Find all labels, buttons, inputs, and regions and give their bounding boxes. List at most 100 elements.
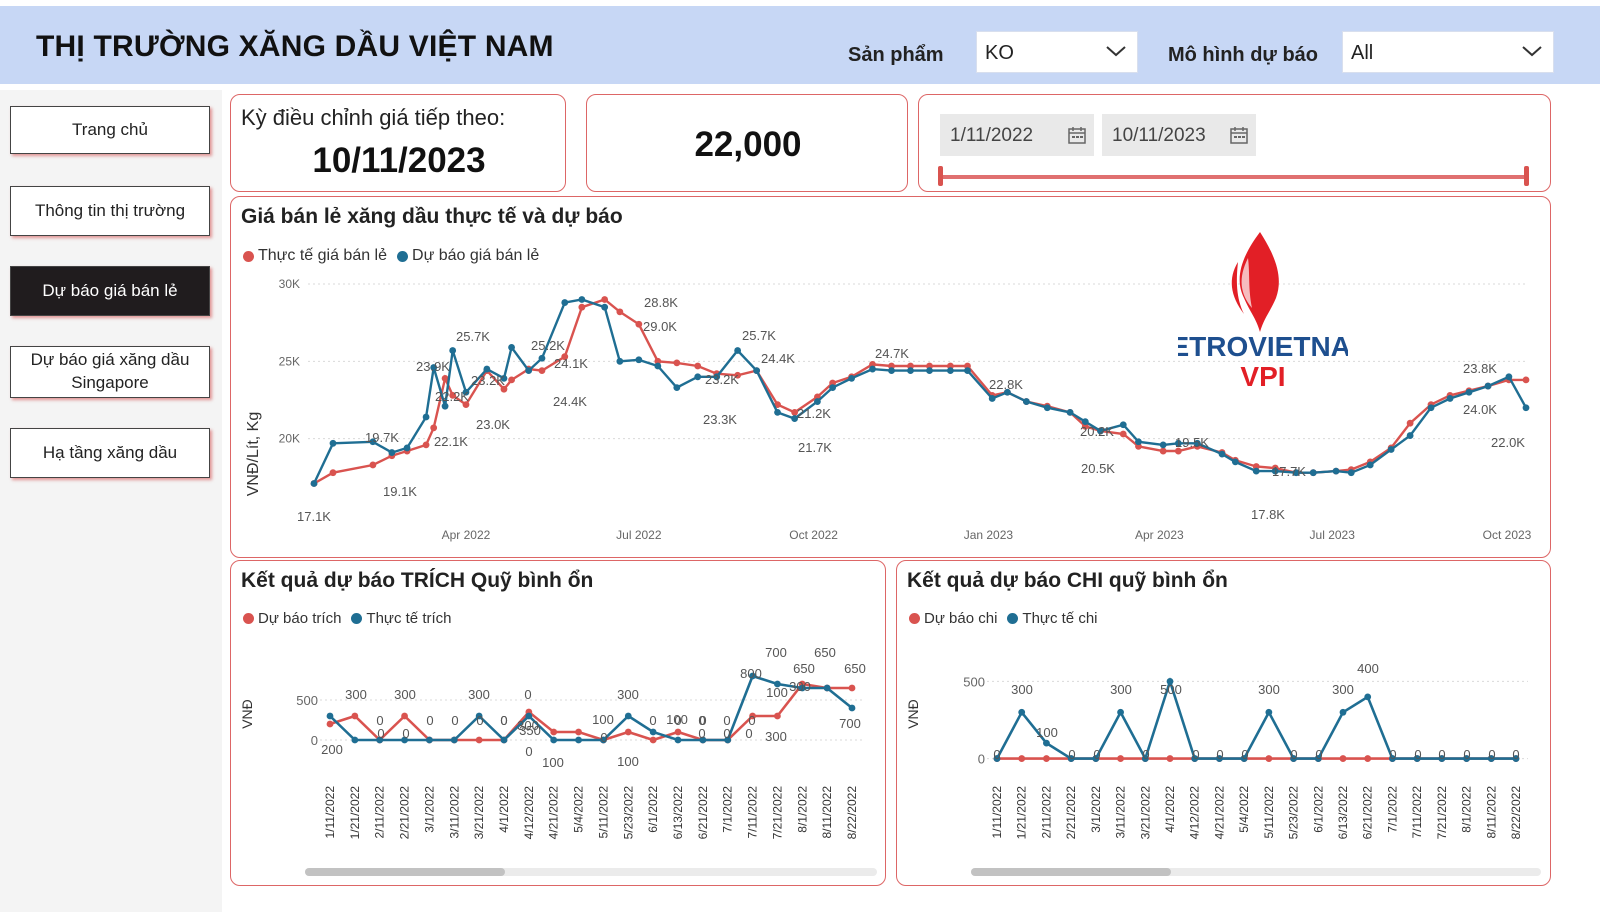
forecast-price-point [888,367,895,375]
data-label: 17.8K [1251,507,1285,522]
data-label: 20.2K [1080,424,1114,439]
date-range-slider-end-handle[interactable] [1524,166,1529,186]
chi-actual-point [1191,755,1199,762]
product-select[interactable]: KO [976,31,1138,73]
forecast-price-point [926,367,933,375]
chi-forecast-point [1166,755,1174,762]
forecast-price-point [1159,441,1167,449]
forecast-price-point [753,367,761,375]
trich-scrollbar-thumb[interactable] [305,868,505,876]
trich-actual-point [326,712,334,720]
nav-singapore-forecast[interactable]: Dự báo giá xăng dầu Singapore [10,346,210,398]
legend-chi-actual: Thực tế chi [1007,610,1098,627]
logo-sub: VPI [1240,361,1285,390]
x-tick-label: 1/21/2022 [348,786,362,840]
forecast-price-point [1484,382,1492,390]
chi-y-axis-label: VNĐ [905,699,921,729]
forecast-price-point [388,449,396,456]
data-label: 0 [500,713,507,728]
x-tick-label: 4/21/2022 [547,786,561,840]
data-label: 0 [748,713,755,728]
actual-price-point [774,401,781,409]
chi-legend: Dự báo chi Thực tế chi [909,610,1098,627]
forecast-price-point [1097,427,1104,435]
chi-actual-point [1092,755,1100,762]
date-range-slider-start-handle[interactable] [938,166,943,186]
nav-home[interactable]: Trang chủ [10,106,210,154]
forecast-price-point [946,367,954,375]
chi-actual-point [1240,755,1248,762]
data-label: 0 [600,730,607,745]
legend-trich-forecast: Dự báo trích [243,610,341,627]
data-label: 21.2K [797,406,831,421]
data-label: 25.2K [531,338,565,353]
chi-scrollbar-thumb[interactable] [971,868,1171,876]
chi-scrollbar[interactable] [971,868,1541,876]
x-tick-label: Oct 2022 [789,528,838,542]
model-select-value: All [1351,42,1374,64]
nav-infrastructure[interactable]: Hạ tầng xăng dầu [10,428,210,478]
forecast-price-point [1446,395,1454,402]
data-label: 17.7K [1272,464,1306,479]
nav-label: Thông tin thị trường [34,200,186,220]
start-date-input[interactable]: 1/11/2022 [940,114,1094,156]
data-label: 23.0K [476,417,510,432]
kpi-card: 22,000 [586,94,908,192]
actual-price-point [673,359,681,367]
data-label: 0 [1512,747,1519,762]
data-label: 300 [1110,682,1132,697]
x-tick-label: Jul 2022 [616,528,662,542]
forecast-price-point [1366,461,1374,469]
data-label: 0 [402,726,409,741]
x-tick-label: 5/11/2022 [596,786,610,839]
trich-actual-point [426,736,433,744]
data-label: 0 [426,713,433,728]
forecast-price-point [538,354,546,362]
chi-actual-point [1043,739,1050,747]
y-tick-label: 25K [279,354,300,368]
forecast-price-point [734,347,742,354]
data-label: 400 [1357,661,1379,676]
model-select[interactable]: All [1342,31,1554,73]
x-tick-label: 6/21/2022 [696,786,710,840]
forecast-price-point [1252,467,1260,475]
chevron-down-icon [1106,46,1126,57]
data-label: 17.1K [297,509,331,524]
data-label: 19.7K [365,430,399,445]
trich-actual-point [525,712,533,720]
forecast-price-point [1174,439,1182,447]
date-range-slider-track[interactable] [940,175,1528,179]
forecast-price-point [673,384,681,392]
data-label: 650 [814,645,836,660]
data-label: 19.5K [1175,435,1209,450]
chi-forecast-point [1043,755,1050,762]
data-label: 300 [617,687,639,702]
data-label: 100 [666,712,688,727]
forecast-price-point [1292,469,1300,477]
data-label: 28.8K [644,295,678,310]
next-adjustment-date: 10/11/2023 [312,141,486,180]
chi-actual-point [1438,755,1446,762]
x-tick-label: 7/11/2022 [746,786,760,839]
data-label: 300 [789,679,811,694]
actual-price-point [422,441,430,449]
actual-price-point [1406,419,1414,427]
x-tick-label: 5/4/2022 [1237,786,1251,833]
forecast-price-point [1427,404,1435,412]
chi-actual-point [1141,755,1149,762]
trich-actual-point [450,736,458,744]
legend-forecast: Dự báo giá bán lẻ [397,247,539,265]
data-label: 25.7K [456,329,490,344]
trich-actual-point [798,684,806,692]
x-tick-label: Apr 2022 [442,528,491,542]
trich-scrollbar[interactable] [305,868,877,876]
trich-actual-point [401,736,408,744]
x-tick-label: 5/23/2022 [1287,786,1301,840]
data-label: 0 [723,713,730,728]
data-label: 300 [1258,682,1280,697]
nav-market-info[interactable]: Thông tin thị trường [10,186,210,236]
end-date-input[interactable]: 10/11/2023 [1102,114,1256,156]
nav-retail-forecast[interactable]: Dự báo giá bán lẻ [10,266,210,316]
data-label: 0 [698,713,705,728]
data-label: 800 [740,666,762,681]
